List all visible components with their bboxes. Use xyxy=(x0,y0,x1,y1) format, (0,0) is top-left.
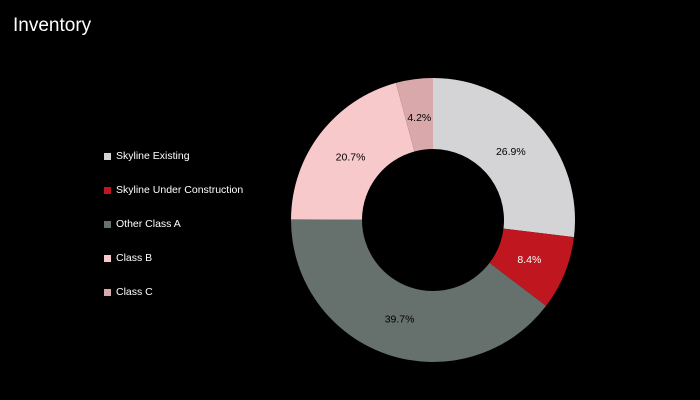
legend-swatch xyxy=(104,254,111,262)
legend-item: Class C xyxy=(104,275,264,309)
legend-swatch xyxy=(104,288,111,296)
slide-title: Inventory xyxy=(13,15,92,36)
donut-slice xyxy=(291,82,415,220)
legend-label: Class C xyxy=(116,286,153,298)
slice-value-label: 20.7% xyxy=(336,152,366,164)
chart-legend: Skyline Existing Skyline Under Construct… xyxy=(104,139,264,309)
legend-swatch xyxy=(104,186,111,194)
slice-value-label: 8.4% xyxy=(517,254,541,266)
donut-slice xyxy=(291,219,547,362)
legend-item: Skyline Existing xyxy=(104,139,264,173)
slice-value-label: 4.2% xyxy=(407,112,431,124)
legend-label: Skyline Under Construction xyxy=(116,184,244,196)
legend-item: Other Class A xyxy=(104,207,264,241)
donut-slice xyxy=(395,78,433,152)
donut-slices xyxy=(291,78,575,362)
legend-swatch xyxy=(104,152,111,160)
slice-value-label: 39.7% xyxy=(385,313,415,325)
legend-item: Class B xyxy=(104,241,264,275)
legend-label: Other Class A xyxy=(116,218,181,230)
legend-label: Class B xyxy=(116,252,153,264)
donut-labels: 26.9% 8.4% 39.7% 20.7% 4.2% xyxy=(336,112,542,326)
legend-item: Skyline Under Construction xyxy=(104,173,264,207)
legend-label: Skyline Existing xyxy=(116,150,190,162)
donut-slice xyxy=(489,228,574,306)
legend-swatch xyxy=(104,220,111,228)
slice-value-label: 26.9% xyxy=(496,146,526,158)
donut-slice xyxy=(433,78,575,238)
